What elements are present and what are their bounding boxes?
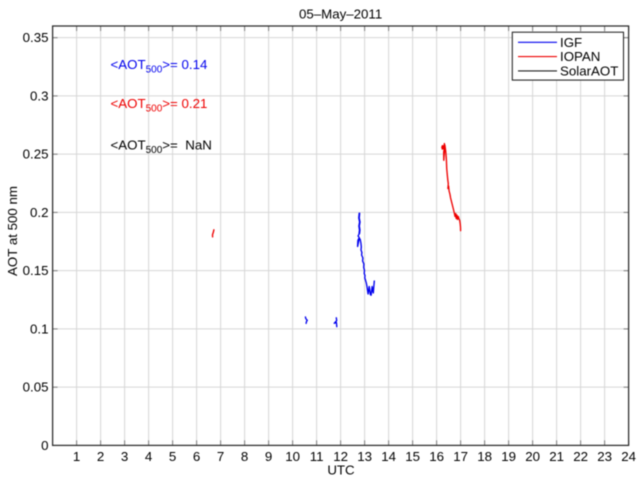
svg-text:17: 17: [453, 449, 468, 464]
svg-text:21: 21: [549, 449, 564, 464]
svg-text:11: 11: [310, 449, 324, 464]
svg-text:8: 8: [241, 449, 248, 464]
svg-text:IGF: IGF: [560, 35, 582, 50]
svg-text:0.1: 0.1: [30, 321, 49, 336]
svg-text:19: 19: [501, 449, 516, 464]
svg-text:0.2: 0.2: [30, 205, 49, 220]
svg-text:<AOT500>= 0.21: <AOT500>= 0.21: [111, 96, 208, 115]
svg-text:5: 5: [169, 449, 176, 464]
svg-text:9: 9: [265, 449, 272, 464]
svg-text:24: 24: [621, 449, 636, 464]
svg-text:22: 22: [573, 449, 588, 464]
svg-text:0.05: 0.05: [23, 380, 49, 395]
svg-text:<AOT500>= NaN: <AOT500>= NaN: [111, 138, 212, 157]
svg-text:14: 14: [381, 449, 396, 464]
svg-text:0.3: 0.3: [30, 88, 49, 103]
svg-text:18: 18: [477, 449, 492, 464]
svg-text:23: 23: [597, 449, 612, 464]
svg-text:AOT at 500 nm: AOT at 500 nm: [5, 186, 20, 276]
svg-text:7: 7: [217, 449, 224, 464]
svg-text:IOPAN: IOPAN: [560, 49, 600, 64]
svg-text:16: 16: [429, 449, 444, 464]
svg-text:12: 12: [333, 449, 348, 464]
svg-text:SolarAOT: SolarAOT: [560, 64, 618, 79]
svg-text:<AOT500>= 0.14: <AOT500>= 0.14: [111, 57, 208, 76]
svg-text:0.15: 0.15: [23, 263, 49, 278]
svg-text:0.35: 0.35: [23, 30, 49, 45]
svg-text:20: 20: [525, 449, 540, 464]
svg-text:4: 4: [145, 449, 152, 464]
svg-text:6: 6: [193, 449, 200, 464]
svg-text:05–May–2011: 05–May–2011: [299, 7, 382, 22]
svg-text:10: 10: [285, 449, 300, 464]
svg-text:0: 0: [41, 438, 48, 453]
svg-text:13: 13: [357, 449, 372, 464]
svg-text:0.25: 0.25: [23, 147, 49, 162]
svg-text:3: 3: [121, 449, 128, 464]
svg-text:UTC: UTC: [327, 463, 355, 478]
svg-text:1: 1: [73, 449, 80, 464]
svg-text:15: 15: [405, 449, 420, 464]
svg-text:2: 2: [97, 449, 104, 464]
